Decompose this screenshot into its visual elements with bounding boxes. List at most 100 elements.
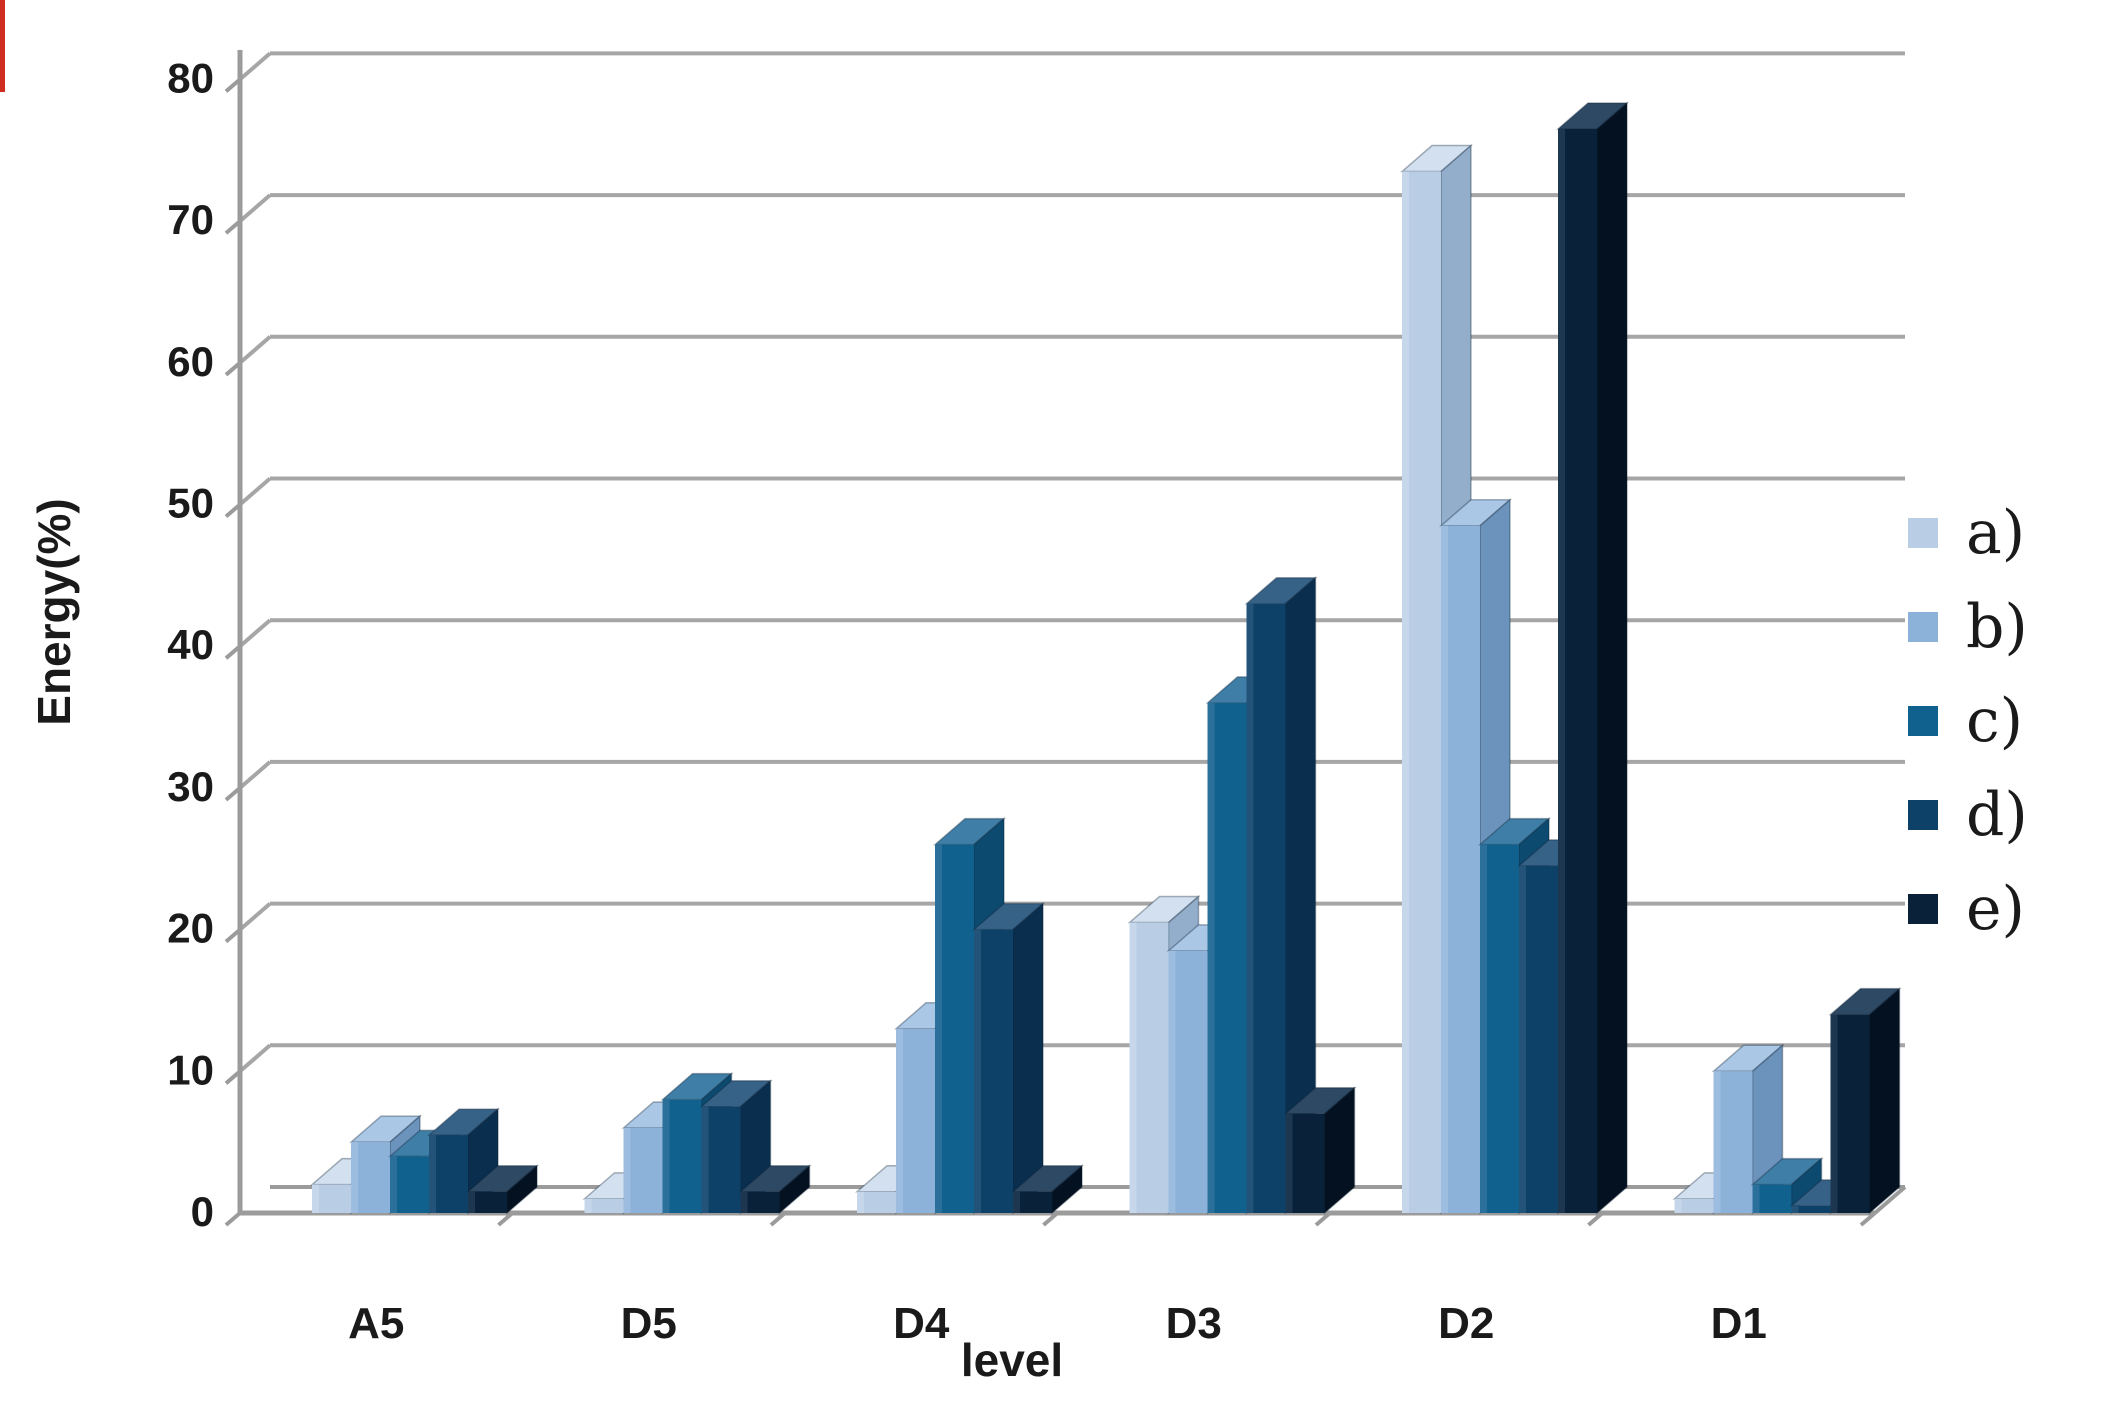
gridline-connector <box>238 760 272 790</box>
bar-highlight <box>1285 1113 1293 1213</box>
bar-highlight <box>390 1156 397 1213</box>
gridline-connector <box>238 618 272 648</box>
bar-highlight <box>857 1191 864 1213</box>
y-tick-label: 60 <box>167 338 214 385</box>
bar-d-D5 <box>699 1079 773 1215</box>
bar-d-D3 <box>1244 576 1318 1215</box>
bar-b-D1 <box>1711 1043 1785 1215</box>
bar-c-D1 <box>1750 1157 1824 1215</box>
bar-highlight <box>468 1191 475 1213</box>
bar-e-D4 <box>1010 1164 1085 1215</box>
bar-highlight <box>1713 1071 1721 1213</box>
legend-entry: e) <box>1908 862 2028 956</box>
bar-highlight <box>1674 1198 1682 1213</box>
x-axis-tick <box>1314 1211 1332 1227</box>
y-axis-tick <box>224 361 242 377</box>
y-tick-label: 50 <box>167 480 214 527</box>
bar-highlight <box>1207 702 1215 1213</box>
legend-swatch-icon <box>1908 706 1938 736</box>
legend-swatch-icon <box>1908 612 1938 642</box>
bar-highlight <box>1519 865 1526 1213</box>
bar-highlight <box>623 1127 631 1213</box>
gridline-connector <box>238 335 272 365</box>
legend-label: c) <box>1966 686 2024 756</box>
bar-highlight <box>312 1184 319 1213</box>
y-tick-label: 80 <box>167 54 214 101</box>
legend-entry: b) <box>1908 580 2028 674</box>
bar-front-face <box>1674 1198 1714 1213</box>
y-tick-label: 30 <box>167 763 214 810</box>
bar-highlight <box>1402 171 1409 1213</box>
legend-label: d) <box>1966 780 2028 850</box>
bar-highlight <box>1013 1191 1020 1213</box>
x-axis-tick <box>1042 1211 1059 1227</box>
y-axis-tick <box>224 77 242 93</box>
red-edge-artifact <box>0 0 5 92</box>
category-label: D5 <box>621 1299 677 1348</box>
category-label: A5 <box>348 1299 404 1348</box>
bar-front-face <box>857 1191 896 1213</box>
bar-highlight <box>1441 525 1448 1213</box>
y-tick-label: 0 <box>191 1188 214 1235</box>
bar-e-A5 <box>465 1164 540 1215</box>
y-axis-title: Energy(%) <box>28 498 80 726</box>
gridline-connector <box>238 51 272 81</box>
y-axis-tick <box>224 1069 242 1085</box>
bar-e-D1 <box>1828 986 1902 1215</box>
bar-front-face <box>584 1198 624 1213</box>
bar-highlight <box>662 1099 670 1213</box>
bar-highlight <box>1752 1184 1760 1213</box>
bar-highlight <box>935 844 942 1213</box>
bar-front-face <box>740 1191 780 1213</box>
bar-highlight <box>584 1198 592 1213</box>
legend-entry: c) <box>1908 674 2028 768</box>
legend-swatch-icon <box>1908 800 1938 830</box>
bar-highlight <box>1129 922 1137 1213</box>
category-label: D3 <box>1166 1299 1222 1348</box>
bar-highlight <box>1246 603 1254 1213</box>
legend-label: b) <box>1966 592 2028 662</box>
y-axis-tick <box>224 644 242 660</box>
legend-label: a) <box>1966 498 2026 568</box>
bar-front-face <box>468 1191 507 1213</box>
x-axis-tick <box>1587 1211 1604 1227</box>
gridline-connector <box>238 476 272 507</box>
legend-swatch-icon <box>1908 518 1938 548</box>
gridline-connector <box>238 902 272 932</box>
bar-d-A5 <box>426 1107 501 1215</box>
bar-highlight <box>1558 128 1565 1213</box>
bar-highlight <box>1830 1014 1838 1213</box>
gridline-connector <box>238 193 272 223</box>
bar-highlight <box>701 1106 709 1213</box>
y-tick-label: 10 <box>167 1046 214 1093</box>
legend-label: e) <box>1966 874 2025 944</box>
x-axis-tick <box>769 1211 787 1227</box>
bar-highlight <box>1168 950 1176 1213</box>
legend-entry: a) <box>1908 486 2028 580</box>
x-axis-title: level <box>960 1334 1064 1386</box>
bar-front-face <box>1791 1205 1831 1213</box>
bar-highlight <box>974 929 981 1213</box>
legend-entry: d) <box>1908 768 2028 862</box>
bar-highlight <box>429 1135 436 1213</box>
y-tick-label: 40 <box>167 621 214 668</box>
category-label: D2 <box>1438 1299 1494 1348</box>
y-axis-tick <box>224 1211 242 1227</box>
bar-e-D2 <box>1555 101 1630 1215</box>
bar-e-D5 <box>738 1164 812 1215</box>
bar-highlight <box>1480 844 1487 1213</box>
y-axis-tick <box>224 502 242 519</box>
y-axis-tick <box>224 928 242 944</box>
bar-front-face <box>1013 1191 1052 1213</box>
y-axis-tick <box>224 219 242 235</box>
gridline-connector <box>238 1043 272 1073</box>
bar-highlight <box>740 1191 748 1213</box>
bar-highlight <box>1791 1205 1799 1213</box>
bar-d-D4 <box>971 901 1046 1215</box>
x-axis-tick <box>497 1211 514 1227</box>
category-label: D1 <box>1711 1299 1767 1348</box>
bar-highlight <box>351 1142 358 1213</box>
bar-e-D3 <box>1283 1086 1357 1215</box>
